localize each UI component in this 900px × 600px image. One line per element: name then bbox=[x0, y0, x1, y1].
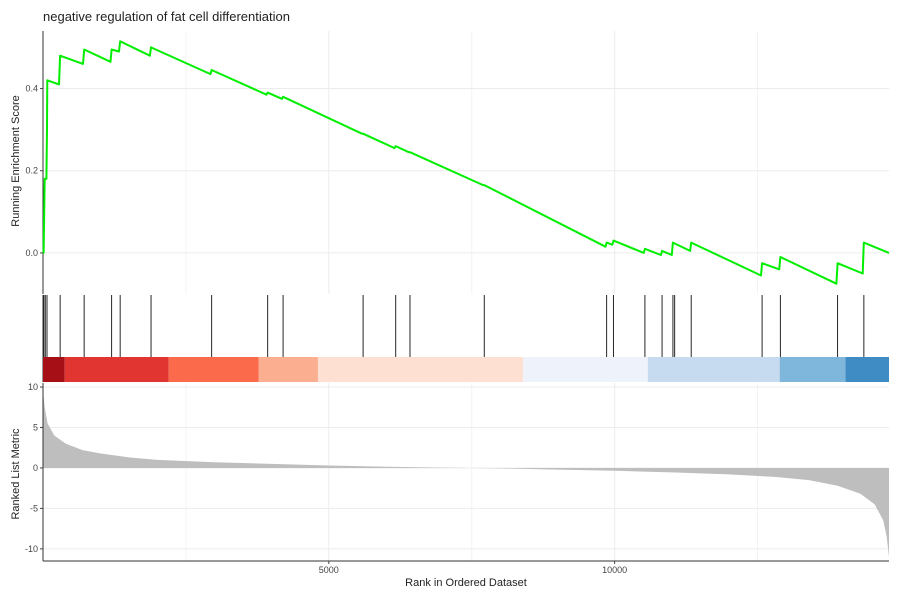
bottom-y-tick-label: -5 bbox=[30, 503, 38, 513]
bottom-y-tick-label: 5 bbox=[33, 423, 38, 433]
rank-color-segment bbox=[845, 357, 889, 382]
x-tick-label: 5000 bbox=[319, 565, 339, 575]
running-score-panel: 0.0 0.2 0.4 bbox=[25, 31, 890, 294]
bottom-y-tick-label: 0 bbox=[33, 463, 38, 473]
x-axis-label: Rank in Ordered Dataset bbox=[405, 577, 527, 589]
rank-color-bar bbox=[43, 357, 889, 382]
running-score-axis-label: Running Enrichment Score bbox=[10, 95, 22, 226]
rank-color-segment bbox=[779, 357, 846, 382]
rank-color-segment bbox=[647, 357, 780, 382]
rank-color-segment bbox=[317, 357, 524, 382]
bottom-y-tick-label: -10 bbox=[25, 544, 38, 554]
x-tick-label: 10000 bbox=[602, 565, 627, 575]
top-y-tick-label: 0.4 bbox=[25, 84, 38, 94]
chart-title: negative regulation of fat cell differen… bbox=[43, 9, 290, 24]
rank-color-segment bbox=[64, 357, 169, 382]
rank-color-segment bbox=[43, 357, 65, 382]
running-score-line bbox=[42, 40, 890, 285]
rank-color-segment bbox=[168, 357, 259, 382]
rank-color-segment bbox=[523, 357, 648, 382]
ranked-metric-panel: 10 5 0 -5 -10 5000 10000 bbox=[25, 382, 889, 575]
ranked-metric-area bbox=[43, 391, 889, 557]
top-y-tick-label: 0.0 bbox=[25, 248, 38, 258]
top-y-tick-label: 0.2 bbox=[25, 166, 38, 176]
ranked-metric-axis-label: Ranked List Metric bbox=[10, 428, 22, 520]
bottom-y-tick-label: 10 bbox=[28, 382, 38, 392]
rank-color-segment bbox=[258, 357, 318, 382]
